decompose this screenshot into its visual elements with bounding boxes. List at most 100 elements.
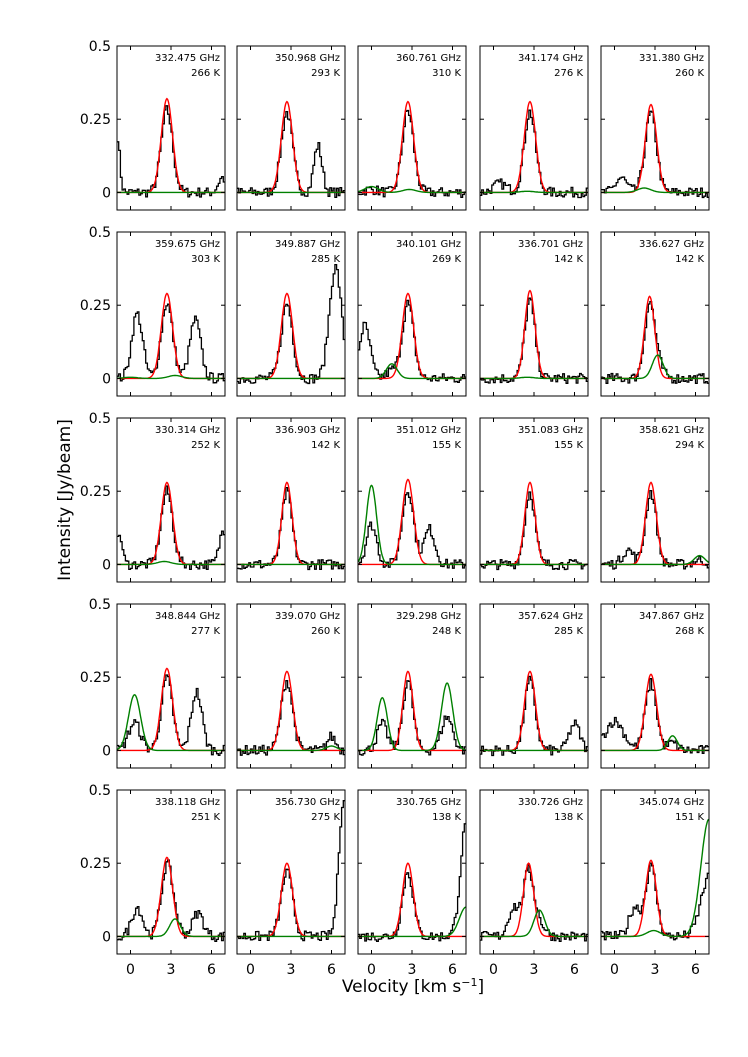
spectrum-panel-13: 351.012 GHz 155 K <box>357 417 467 583</box>
frequency-label: 338.118 GHz <box>155 797 220 808</box>
temperature-label: 248 K <box>432 626 461 637</box>
temperature-label: 142 K <box>675 254 704 265</box>
observed-spectrum-line <box>601 300 709 385</box>
frequency-label: 345.074 GHz <box>639 797 704 808</box>
y-tick-label: 0 <box>102 185 111 201</box>
x-tick-label: 0 <box>367 962 376 978</box>
panel-grid: 0 0.25 0.5 332.475 GHz 266 K 350.968 GHz 293 K… <box>80 39 710 978</box>
temperature-label: 151 K <box>675 812 704 823</box>
other-lines-fit <box>358 484 466 566</box>
model-fit-line <box>601 295 709 380</box>
temperature-label: 260 K <box>311 626 340 637</box>
y-tick-label: 0.25 <box>80 856 111 872</box>
x-tick-label: 6 <box>207 962 216 978</box>
spectrum-panel-4: 341.174 GHz 276 K <box>479 45 589 211</box>
other-lines-fit <box>480 190 588 194</box>
frequency-label: 336.627 GHz <box>639 239 704 250</box>
observed-spectrum-line <box>601 110 709 199</box>
observed-spectrum-line <box>480 864 588 943</box>
model-fit-line <box>480 100 588 194</box>
spectrum-panel-25: 0 3 6 345.074 GHz 151 K <box>600 789 710 978</box>
model-fit-line <box>117 97 225 194</box>
other-lines-fit <box>237 745 345 752</box>
y-axis-label: Intensity [Jy/beam] <box>55 419 75 581</box>
x-tick-label: 6 <box>327 962 336 978</box>
temperature-label: 252 K <box>191 440 220 451</box>
temperature-label: 268 K <box>675 626 704 637</box>
y-tick-label: 0.5 <box>89 783 111 799</box>
other-lines-fit <box>358 185 466 194</box>
spectrum-panel-12: 336.903 GHz 142 K <box>236 417 346 583</box>
model-fit-line <box>601 481 709 566</box>
x-tick-label: 6 <box>448 962 457 978</box>
temperature-label: 269 K <box>432 254 461 265</box>
other-lines-fit <box>117 560 225 566</box>
spectrum-panel-9: 336.701 GHz 142 K <box>479 231 589 397</box>
temperature-label: 303 K <box>191 254 220 265</box>
frequency-label: 357.624 GHz <box>518 611 583 622</box>
spectrum-panel-16: 0 0.25 0.5 348.844 GHz 277 K <box>80 597 226 769</box>
model-fit-line <box>480 862 588 938</box>
y-tick-label: 0.25 <box>80 484 111 500</box>
observed-spectrum-line <box>237 680 345 756</box>
model-fit-line <box>358 862 466 938</box>
observed-spectrum-line <box>117 105 225 198</box>
x-tick-label: 3 <box>408 962 417 978</box>
x-tick-label: 0 <box>489 962 498 978</box>
x-tick-label: 6 <box>570 962 579 978</box>
temperature-label: 266 K <box>191 68 220 79</box>
x-tick-label: 0 <box>246 962 255 978</box>
model-fit-line <box>237 670 345 752</box>
x-tick-label: 3 <box>530 962 539 978</box>
frequency-label: 332.475 GHz <box>155 53 220 64</box>
spectrum-panel-1: 0 0.25 0.5 332.475 GHz 266 K <box>80 39 226 211</box>
observed-spectrum-line <box>358 823 466 942</box>
spectrum-panel-22: 0 3 6 356.730 GHz 275 K <box>236 789 346 978</box>
y-tick-label: 0.5 <box>89 39 111 55</box>
other-lines-fit <box>601 187 709 194</box>
temperature-label: 138 K <box>554 812 583 823</box>
frequency-label: 351.012 GHz <box>396 425 461 436</box>
model-fit-line <box>117 481 225 566</box>
temperature-label: 155 K <box>432 440 461 451</box>
y-tick-label: 0.5 <box>89 225 111 241</box>
spectrum-panel-20: 347.867 GHz 268 K <box>600 603 710 769</box>
model-fit-line <box>358 292 466 380</box>
y-tick-label: 0 <box>102 743 111 759</box>
model-fit-line <box>601 673 709 752</box>
spectrum-panel-14: 351.083 GHz 155 K <box>479 417 589 583</box>
spectrum-panel-5: 331.380 GHz 260 K <box>600 45 710 211</box>
temperature-label: 155 K <box>554 440 583 451</box>
spectrum-panel-23: 0 3 6 330.765 GHz 138 K <box>357 789 467 978</box>
frequency-label: 336.701 GHz <box>518 239 583 250</box>
model-fit-line <box>480 289 588 380</box>
temperature-label: 285 K <box>311 254 340 265</box>
frequency-label: 329.298 GHz <box>396 611 461 622</box>
other-lines-fit <box>117 918 225 938</box>
frequency-label: 336.903 GHz <box>275 425 340 436</box>
frequency-label: 330.765 GHz <box>396 797 461 808</box>
frequency-label: 349.887 GHz <box>275 239 340 250</box>
y-tick-label: 0.25 <box>80 112 111 128</box>
x-axis-label: Velocity [km s−1] <box>342 976 484 997</box>
spectrum-panel-21: 0 3 6 0 0.25 0.5 338.118 GHz 251 K <box>80 783 226 978</box>
frequency-label: 330.726 GHz <box>518 797 583 808</box>
temperature-label: 277 K <box>191 626 220 637</box>
other-lines-fit <box>117 374 225 380</box>
other-lines-fit <box>601 735 709 752</box>
model-fit-line <box>358 100 466 194</box>
other-lines-fit <box>358 682 466 752</box>
observed-spectrum-line <box>358 492 466 569</box>
x-tick-label: 3 <box>287 962 296 978</box>
frequency-label: 330.314 GHz <box>155 425 220 436</box>
spectrum-panel-11: 0 0.25 0.5 330.314 GHz 252 K <box>80 411 226 583</box>
y-tick-label: 0 <box>102 371 111 387</box>
spectrum-panel-15: 358.621 GHz 294 K <box>600 417 710 583</box>
temperature-label: 251 K <box>191 812 220 823</box>
frequency-label: 358.621 GHz <box>639 425 704 436</box>
spectrum-panel-19: 357.624 GHz 285 K <box>479 603 589 769</box>
spectrum-panel-7: 349.887 GHz 285 K <box>236 231 346 397</box>
frequency-label: 350.968 GHz <box>275 53 340 64</box>
model-fit-line <box>237 862 345 938</box>
other-lines-fit <box>601 554 709 566</box>
